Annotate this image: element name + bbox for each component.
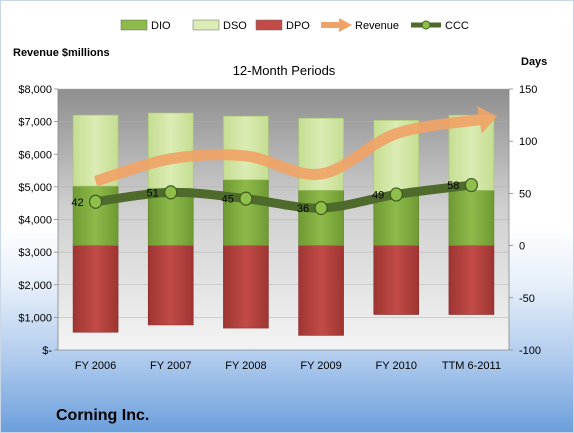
right-axis-title: Days bbox=[521, 56, 548, 68]
ccc-data-label: 36 bbox=[297, 203, 309, 215]
bar-dpo bbox=[72, 245, 119, 333]
left-tick-label: $8,000 bbox=[18, 84, 52, 96]
right-tick-label: 100 bbox=[519, 136, 537, 148]
bar-dso bbox=[147, 112, 194, 189]
ccc-point bbox=[88, 194, 103, 209]
ccc-data-label: 58 bbox=[447, 180, 459, 192]
left-tick-label: $- bbox=[42, 345, 52, 357]
left-axis-title: Revenue $millions bbox=[13, 47, 110, 59]
right-tick-label: 50 bbox=[519, 188, 531, 200]
ccc-data-label: 42 bbox=[71, 197, 83, 209]
left-tick-label: $2,000 bbox=[18, 280, 52, 292]
left-tick-label: $4,000 bbox=[18, 215, 52, 227]
legend-label-dso: DSO bbox=[223, 20, 247, 32]
bar-dpo bbox=[298, 245, 344, 336]
right-tick-label: 0 bbox=[519, 241, 525, 253]
x-tick-label: FY 2007 bbox=[150, 360, 191, 372]
legend-label-ccc: CCC bbox=[445, 20, 469, 32]
left-tick-label: $7,000 bbox=[18, 117, 52, 129]
left-tick-label: $5,000 bbox=[18, 182, 52, 194]
right-tick-label: -100 bbox=[519, 345, 541, 357]
bar-dso bbox=[223, 115, 269, 181]
x-tick-label: FY 2010 bbox=[376, 360, 417, 372]
left-tick-label: $1,000 bbox=[18, 312, 52, 324]
ccc-data-label: 49 bbox=[372, 189, 384, 201]
legend-label-revenue: Revenue bbox=[355, 20, 399, 32]
chart-title: 12-Month Periods bbox=[233, 63, 336, 78]
left-tick-label: $3,000 bbox=[18, 247, 52, 259]
x-tick-label: FY 2006 bbox=[75, 360, 116, 372]
ccc-point bbox=[464, 177, 479, 193]
x-tick-label: FY 2009 bbox=[300, 360, 341, 372]
legend-swatch-dpo bbox=[255, 19, 283, 31]
bar-dpo bbox=[448, 245, 495, 315]
ccc-data-label: 51 bbox=[147, 187, 159, 199]
bar-dio bbox=[223, 179, 269, 246]
legend-label-dpo: DPO bbox=[286, 20, 310, 32]
legend-swatch-dso bbox=[192, 19, 220, 31]
x-tick-label: FY 2008 bbox=[225, 360, 266, 372]
legend-arrowhead-revenue bbox=[339, 18, 352, 32]
revenue-arrowhead bbox=[476, 105, 498, 134]
left-tick-label: $6,000 bbox=[18, 149, 52, 161]
bar-dpo bbox=[147, 245, 194, 326]
ccc-data-label: 45 bbox=[222, 194, 234, 206]
ccc-point bbox=[389, 187, 403, 202]
right-tick-label: -50 bbox=[519, 293, 535, 305]
ccc-line bbox=[91, 180, 476, 213]
bar-dio bbox=[448, 189, 495, 246]
legend-marker-ccc bbox=[421, 20, 431, 30]
ccc-point bbox=[314, 200, 328, 216]
ccc-point bbox=[239, 191, 253, 206]
legend-swatch-dio bbox=[120, 19, 148, 31]
bar-dio bbox=[373, 194, 420, 246]
bar-dio bbox=[298, 189, 344, 246]
right-tick-label: 150 bbox=[519, 84, 537, 96]
x-tick-label: TTM 6-2011 bbox=[442, 360, 501, 372]
legend-label-dio: DIO bbox=[151, 20, 171, 32]
bar-dpo bbox=[223, 245, 269, 329]
revenue-line bbox=[93, 114, 481, 187]
company-label: Corning Inc. bbox=[56, 407, 150, 424]
bar-dpo bbox=[373, 245, 420, 315]
ccc-point bbox=[164, 185, 178, 200]
